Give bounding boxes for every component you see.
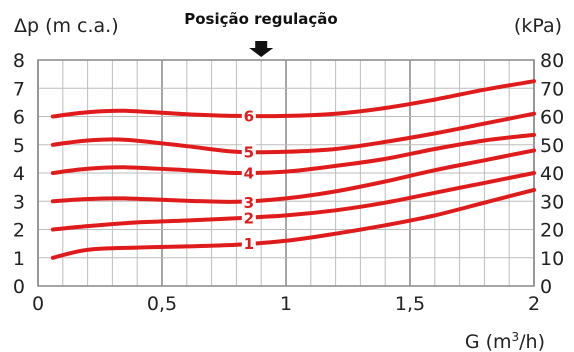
y-left-tick-label: 5 [13, 135, 25, 157]
curve-label-bg-4 [241, 164, 256, 182]
curve-label-1: 1 [244, 235, 254, 253]
y-right-tick-label: 50 [540, 135, 564, 157]
curve-label-bg-6 [241, 106, 256, 125]
curve-1 [50, 187, 536, 260]
curve-5 [50, 111, 536, 155]
y-left-tick-label: 6 [13, 107, 25, 129]
x-tick-label: 0 [32, 293, 44, 315]
x-axis-title-base: G (m [465, 331, 512, 352]
y-right-tick-label: 0 [540, 276, 552, 298]
y-left-tick-label: 1 [13, 248, 25, 270]
curve-label-bg-5 [241, 142, 256, 161]
y-left-tick-label: 0 [13, 276, 25, 298]
curve-label-bg-1 [241, 234, 256, 253]
y-right-tick-label: 60 [540, 107, 564, 129]
x-tick-label: 0,5 [147, 293, 177, 315]
y-left-tick-label: 7 [13, 78, 25, 100]
curve-3 [50, 148, 536, 204]
y-left-tick-label: 8 [13, 50, 25, 72]
y-left-tick-label: 2 [13, 220, 25, 242]
curve-label-6: 6 [244, 107, 254, 125]
curve-label-bg-2 [241, 209, 256, 228]
y-axis-left-title: Δp (m c.a.) [14, 15, 119, 37]
curve-4 [50, 132, 536, 176]
curve-6 [50, 79, 536, 119]
regulation-marker-arrow [249, 41, 274, 57]
curve-label-3: 3 [244, 194, 254, 212]
y-right-tick-label: 10 [540, 248, 564, 270]
curve-2 [50, 171, 536, 232]
y-right-tick-label: 80 [540, 50, 564, 72]
curve-label-5: 5 [244, 143, 254, 161]
regulation-position-title: Posição regulação [184, 10, 337, 28]
curve-label-2: 2 [244, 210, 254, 228]
curve-label-bg-3 [241, 193, 256, 212]
curve-label-4: 4 [244, 165, 254, 183]
y-right-tick-label: 20 [540, 220, 564, 242]
x-axis-title-sup: 3 [512, 330, 520, 344]
y-left-tick-label: 3 [13, 191, 25, 213]
series-lines [50, 79, 536, 260]
x-axis-title-end: /h) [519, 331, 545, 352]
x-axis-title: G (m3/h) [465, 330, 545, 352]
y-right-tick-label: 70 [540, 78, 564, 100]
y-axis-right-title: (kPa) [514, 15, 562, 37]
x-tick-label: 2 [528, 293, 540, 315]
y-right-tick-label: 40 [540, 163, 564, 185]
x-tick-label: 1,5 [395, 293, 425, 315]
y-left-tick-label: 4 [13, 163, 25, 185]
y-right-tick-label: 30 [540, 191, 564, 213]
x-tick-label: 1 [280, 293, 292, 315]
